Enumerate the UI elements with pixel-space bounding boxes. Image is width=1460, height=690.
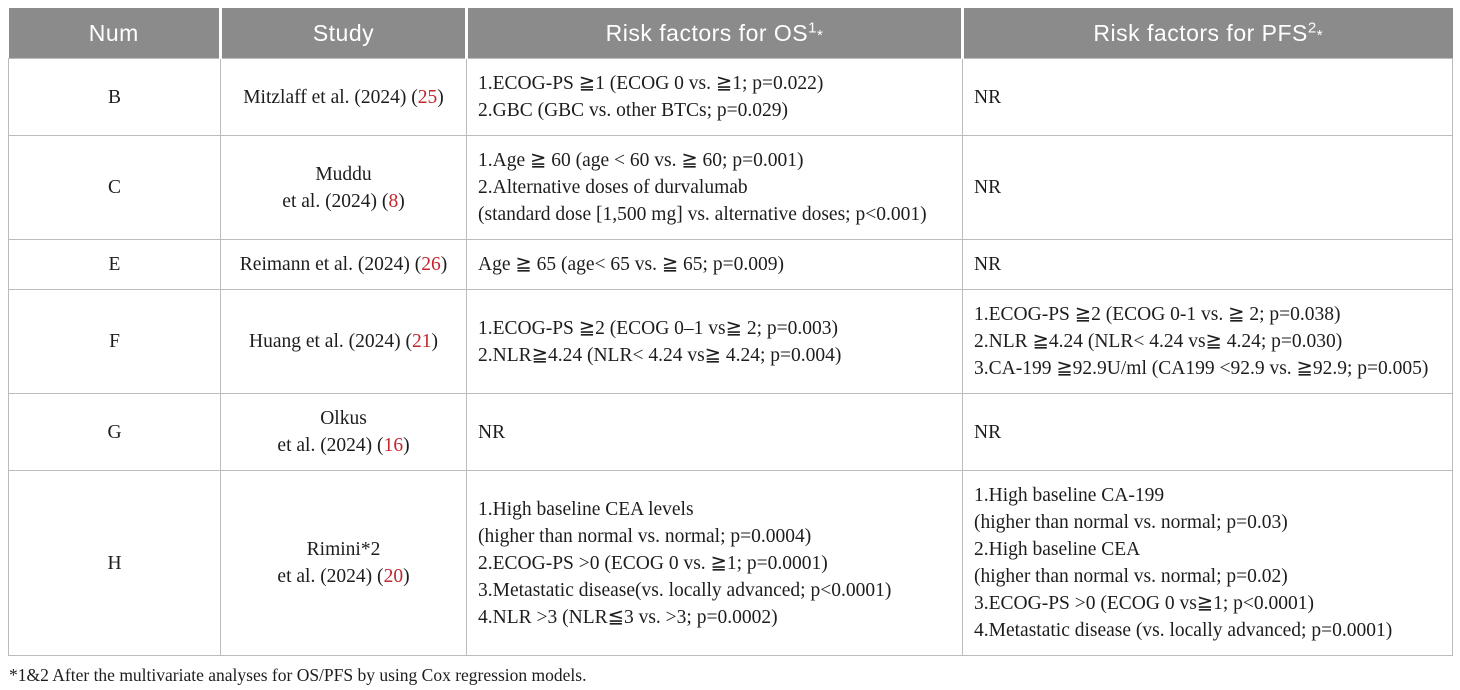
header-star-marker: * [816,26,824,44]
table-header: Num Study Risk factors for OS1* Risk fac… [8,8,1453,59]
header-superscript: 1 [808,18,817,36]
study-cell: Mitzlaff et al. (2024) (25) [220,58,467,136]
study-cell: Huang et al. (2024) (21) [220,289,467,394]
header-label: Risk factors for PFS [1093,19,1308,46]
risk-line: NR [478,421,506,443]
risk-line: (higher than normal vs. normal; p=0.0004… [478,525,812,547]
study-cell: Rimini*2 et al. (2024) (20) [220,470,467,656]
risk-line: 1.ECOG-PS ≧2 (ECOG 0–1 vs≧ 2; p=0.003) [478,317,839,339]
risk-line: (standard dose [1,500 mg] vs. alternativ… [478,204,927,225]
header-label: Study [312,19,375,46]
risk-line: 1.High baseline CA-199 [974,485,1165,506]
risk-line: 3.CA-199 ≧92.9U/ml (CA199 <92.9 vs. ≧92.… [974,358,1429,379]
study-line: et al. (2024) (8) [282,190,405,212]
header-os: Risk factors for OS1* [465,8,963,59]
risk-line: 2.NLR ≧4.24 (NLR< 4.24 vs≧ 4.24; p=0.030… [974,331,1343,352]
num-cell: F [8,289,221,394]
study-cell: Reimann et al. (2024) (26) [220,239,467,290]
study-cell: Olkus et al. (2024) (16) [220,393,467,471]
citation-number: 20 [383,566,404,587]
header-superscript: 2 [1307,18,1317,36]
citation-number: 26 [421,254,441,275]
header-study: Study [219,8,467,59]
citation-number: 21 [412,331,432,352]
risk-line: 1.ECOG-PS ≧1 (ECOG 0 vs. ≧1; p=0.022) [478,73,824,94]
num-cell: C [8,135,221,240]
risk-line: (higher than normal vs. normal; p=0.02) [974,566,1288,587]
risk-line: 1.ECOG-PS ≧2 (ECOG 0-1 vs. ≧ 2; p=0.038) [974,304,1341,325]
risk-line: 1.High baseline CEA levels [478,498,694,520]
study-cell: Muddu et al. (2024) (8) [220,135,467,240]
study-line: et al. (2024) (16) [277,435,410,456]
pfs-risk-factors-cell: NR [962,239,1453,290]
risk-line: 2.NLR≧4.24 (NLR< 4.24 vs≧ 4.24; p=0.004) [478,344,842,366]
pfs-risk-factors-cell: NR [962,135,1453,240]
risk-line: 1.Age ≧ 60 (age < 60 vs. ≧ 60; p=0.001) [478,150,804,171]
study-line: Mitzlaff et al. (2024) (25) [243,86,444,108]
num-cell: H [8,470,221,656]
risk-line: NR [974,254,1002,275]
citation-number: 16 [383,435,404,456]
risk-line: NR [974,421,1002,443]
os-risk-factors-cell: 1.ECOG-PS ≧2 (ECOG 0–1 vs≧ 2; p=0.003) 2.… [466,289,963,394]
header-label: Risk factors for OS [605,19,809,46]
header-num: Num [8,8,221,59]
header-pfs: Risk factors for PFS2* [961,8,1453,59]
risk-line: 4.NLR >3 (NLR≦3 vs. >3; p=0.0002) [478,606,778,628]
header-star-marker: * [1316,26,1324,44]
os-risk-factors-cell: NR [466,393,963,471]
num-cell: E [8,239,221,290]
study-line: Reimann et al. (2024) (26) [239,254,448,275]
study-line: Muddu [315,163,372,185]
num-cell: B [8,58,221,136]
study-line: Huang et al. (2024) (21) [249,331,438,352]
table-row: E Reimann et al. (2024) (26) Age ≧ 65 (a… [8,239,1453,290]
risk-line: 2.ECOG-PS >0 (ECOG 0 vs. ≧1; p=0.0001) [478,552,828,574]
table-row: G Olkus et al. (2024) (16) NR NR [8,393,1453,471]
risk-line: NR [974,177,1002,198]
pfs-risk-factors-cell: 1.High baseline CA-199 (higher than norma… [962,470,1453,656]
citation-number: 8 [388,190,399,212]
study-line: Rimini*2 [306,539,381,560]
pfs-risk-factors-cell: 1.ECOG-PS ≧2 (ECOG 0-1 vs. ≧ 2; p=0.038)… [962,289,1453,394]
citation-number: 25 [417,86,438,108]
table-row: C Muddu et al. (2024) (8) 1.Age ≧ 60 (age… [8,135,1453,240]
risk-line: (higher than normal vs. normal; p=0.03) [974,512,1288,533]
os-risk-factors-cell: Age ≧ 65 (age< 65 vs. ≧ 65; p=0.009) [466,239,963,290]
os-risk-factors-cell: 1.Age ≧ 60 (age < 60 vs. ≧ 60; p=0.001) 2… [466,135,963,240]
table-footnote: *1&2 After the multivariate analyses for… [9,665,587,685]
risk-line: NR [974,86,1002,108]
table-row: B Mitzlaff et al. (2024) (25) 1.ECOG-PS … [8,58,1453,136]
header-row: Num Study Risk factors for OS1* Risk fac… [8,8,1453,59]
risk-line: Age ≧ 65 (age< 65 vs. ≧ 65; p=0.009) [478,254,784,275]
study-line: et al. (2024) (20) [277,566,410,587]
table-row: F Huang et al. (2024) (21) 1.ECOG-PS ≧2 … [8,289,1453,394]
os-risk-factors-cell: 1.ECOG-PS ≧1 (ECOG 0 vs. ≧1; p=0.022) 2.G… [466,58,963,136]
header-label: Num [88,19,139,46]
risk-line: 4.Metastatic disease (vs. locally advanc… [974,620,1393,641]
os-risk-factors-cell: 1.High baseline CEA levels (higher than n… [466,470,963,656]
risk-line: 2.High baseline CEA [974,539,1141,560]
risk-line: 2.Alternative doses of durvalumab [478,177,748,198]
risk-line: 3.Metastatic disease(vs. locally advance… [478,579,892,601]
risk-line: 3.ECOG-PS >0 (ECOG 0 vs≧1; p<0.0001) [974,593,1315,614]
pfs-risk-factors-cell: NR [962,393,1453,471]
num-cell: G [8,393,221,471]
pfs-risk-factors-cell: NR [962,58,1453,136]
risk-factors-table: Num Study Risk factors for OS1* Risk fac… [8,8,1453,656]
table-body: B Mitzlaff et al. (2024) (25) 1.ECOG-PS … [8,58,1453,656]
risk-line: 2.GBC (GBC vs. other BTCs; p=0.029) [478,100,789,121]
table-row: H Rimini*2 et al. (2024) (20) 1.High base… [8,470,1453,656]
study-line: Olkus [320,408,367,429]
